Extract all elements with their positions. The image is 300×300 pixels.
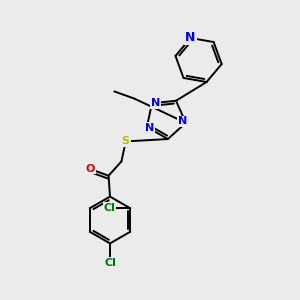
- Text: O: O: [85, 164, 95, 174]
- Text: S: S: [122, 136, 130, 146]
- Text: Cl: Cl: [103, 203, 116, 213]
- Text: N: N: [185, 32, 196, 44]
- Text: N: N: [178, 116, 188, 126]
- Text: N: N: [145, 123, 154, 134]
- Text: N: N: [151, 98, 160, 108]
- Text: Cl: Cl: [104, 258, 116, 268]
